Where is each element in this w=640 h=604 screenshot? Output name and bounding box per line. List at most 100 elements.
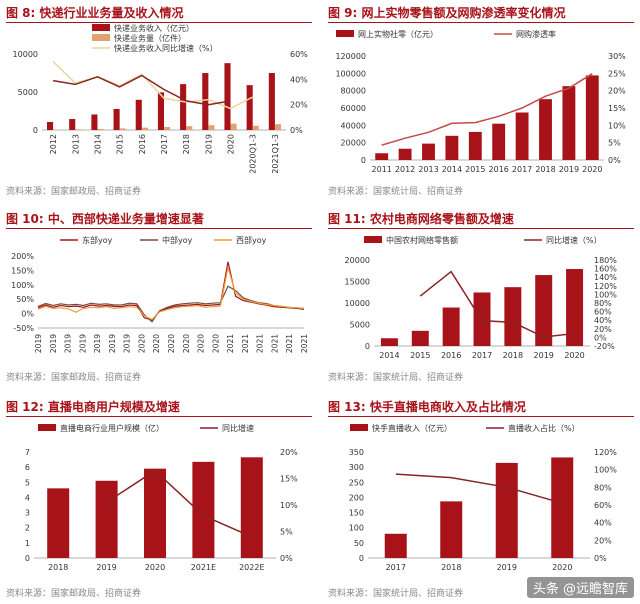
x-tick-label: 2021 — [226, 334, 235, 353]
y2-tick-label: 40% — [594, 316, 612, 325]
bar — [384, 533, 407, 558]
bar — [135, 99, 142, 130]
figure-title: 图 11: 农村电商网络零售额及增速 — [328, 212, 514, 226]
y-tick-label: 10000 — [13, 50, 38, 59]
y2-tick-label: 20% — [594, 536, 612, 545]
y2-tick-label: 140% — [594, 273, 617, 282]
y-tick-label: 7 — [25, 448, 30, 457]
y-tick-label: 80000 — [341, 87, 366, 96]
y-tick-label: 200% — [11, 252, 34, 261]
y2-tick-label: 120% — [594, 282, 617, 291]
figure-title: 图 10: 中、西部快递业务量增速显著 — [6, 212, 204, 226]
x-tick-label: 2020 — [137, 334, 146, 353]
y-tick-label: 0 — [361, 156, 366, 165]
x-tick-label: 2014 — [379, 351, 399, 360]
legend-label: 同比增速 — [222, 423, 254, 433]
x-tick-label: 2021 — [270, 334, 279, 353]
x-tick-label: 2020 — [564, 351, 584, 360]
x-tick-label: 2016 — [441, 351, 461, 360]
bar — [230, 123, 237, 130]
y2-tick-label: 15% — [608, 104, 626, 113]
y-tick-label: 0 — [33, 126, 38, 135]
source-note: 资料来源：国家统计局、招商证券 — [328, 373, 464, 383]
source-note: 资料来源：国家邮政局、招商证券 — [6, 589, 142, 599]
bar — [47, 488, 70, 558]
bar — [504, 287, 522, 346]
x-tick-label: 2021 — [300, 334, 309, 353]
bar — [144, 468, 166, 558]
x-tick-label: 2019 — [204, 134, 213, 154]
y2-tick-label: 0% — [594, 333, 607, 342]
y2-tick-label: 20% — [594, 325, 612, 334]
bar — [551, 457, 574, 558]
y2-tick-label: 20% — [608, 87, 626, 96]
x-tick-label: 2019 — [64, 334, 73, 353]
online-retail-chart: 网上实物社零（亿元） 网购渗透率 0 20000 40000 60000 80000 1000… — [335, 29, 626, 174]
x-tick-label: 2018 — [441, 563, 461, 572]
bar — [240, 457, 263, 558]
bar — [585, 75, 599, 160]
x-tick-label: 2019 — [497, 563, 517, 572]
y2-tick-label: 0% — [280, 554, 293, 563]
x-tick-label: 2020 — [167, 334, 176, 353]
x-tick-label: 2013 — [418, 165, 438, 174]
legend-label: 同比增速（%） — [546, 235, 602, 245]
bar — [113, 108, 120, 130]
legend-label: 网上实物社零（亿元） — [358, 29, 438, 39]
bar — [208, 125, 215, 130]
series-line — [52, 61, 254, 110]
y-tick-label: 100 — [349, 524, 364, 533]
x-tick-label: 2018 — [48, 563, 68, 572]
x-tick-label: 2017 — [472, 351, 492, 360]
y2-tick-label: 60% — [594, 501, 612, 510]
legend-label: 东部yoy — [82, 235, 113, 245]
y2-tick-label: 100% — [594, 466, 617, 475]
source-note: 资料来源：国家统计局、招商证券 — [328, 589, 464, 599]
x-tick-label: 2019 — [534, 351, 554, 360]
legend-label: 中国农村网络零售额 — [386, 235, 458, 245]
y-tick-label: 15000 — [345, 278, 370, 287]
y-tick-label: 10000 — [345, 299, 370, 308]
x-tick-label: 2019 — [34, 334, 43, 353]
title-rule — [328, 22, 634, 23]
x-tick-label: 2014 — [442, 165, 462, 174]
bar — [495, 462, 518, 558]
title-rule — [6, 22, 312, 23]
y2-tick-label: 60% — [594, 308, 612, 317]
express-volume-revenue-chart: 快递业务收入（亿元）快递业务量（亿件）快递业务收入同比增速（%） 0 5000 100… — [13, 23, 309, 174]
bar — [97, 128, 104, 130]
x-tick-label: 2015 — [116, 134, 125, 154]
bar — [440, 501, 463, 558]
y2-tick-label: 40% — [594, 519, 612, 528]
x-tick-label: 2011 — [372, 165, 392, 174]
x-tick-label: 2020 — [145, 563, 165, 572]
y-tick-label: 100000 — [335, 69, 366, 78]
x-tick-label: 2012 — [395, 165, 415, 174]
y2-tick-label: 25% — [608, 69, 626, 78]
x-tick-label: 2015 — [410, 351, 430, 360]
bar — [566, 269, 584, 346]
y-tick-label: 350 — [349, 448, 364, 457]
y-tick-label: 20000 — [341, 139, 366, 148]
legend-swatch — [92, 34, 110, 41]
regional-express-growth-chart: 东部yoy 中部yoy 西部yoy -50% 0% 50% 100% 150% 200% 2019… — [11, 235, 309, 353]
y2-tick-label: 30% — [608, 52, 626, 61]
x-tick-label: 2021Q1-3 — [271, 134, 280, 174]
y2-tick-label: 10% — [608, 121, 626, 130]
y-tick-label: 250 — [349, 478, 364, 487]
x-tick-label: 2020 — [552, 563, 572, 572]
series-line — [37, 267, 305, 321]
kuaishou-live-revenue-chart: 快手直播收入（亿元） 直播收入占比（%） 0 50 100 150 200 250 300 350… — [349, 423, 618, 572]
y2-tick-label: 40% — [290, 75, 308, 84]
bar — [164, 126, 171, 130]
x-tick-label: 2021 — [241, 334, 250, 353]
x-tick-label: 2019 — [559, 165, 579, 174]
bar — [274, 124, 282, 130]
x-tick-label: 2019 — [93, 334, 102, 353]
y-tick-label: 50% — [16, 295, 34, 304]
bar — [192, 461, 215, 558]
source-note: 资料来源：国家邮政局、招商证券 — [6, 373, 142, 383]
bar — [411, 330, 429, 346]
y-tick-label: 0 — [359, 554, 364, 563]
bar — [535, 275, 553, 346]
